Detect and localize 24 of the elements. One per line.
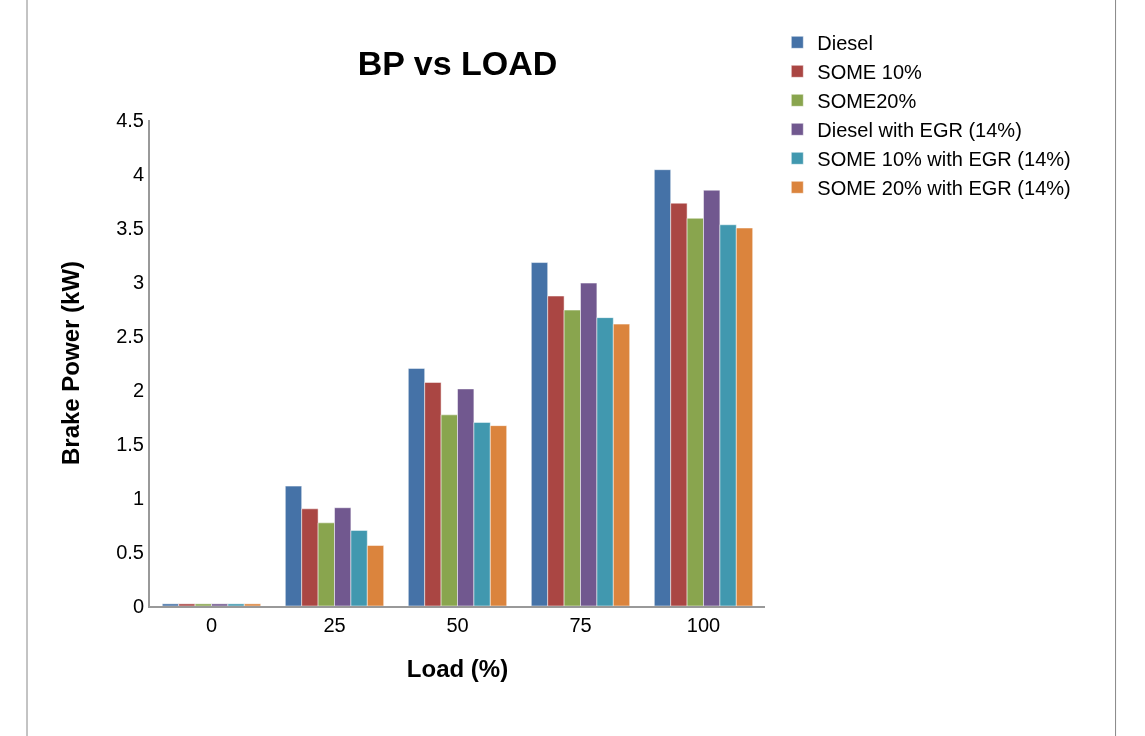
y-tick-label: 1 <box>132 487 144 509</box>
y-axis-title: Brake Power (kW) <box>56 260 84 466</box>
y-tick-label: 4.5 <box>116 109 144 131</box>
y-tick-label: 4 <box>132 163 144 185</box>
legend-label: SOME20% <box>817 90 917 113</box>
x-tick-label: 75 <box>569 614 592 636</box>
y-tick-label: 2 <box>132 379 144 401</box>
legend-label: Diesel with EGR (14%) <box>817 119 1022 142</box>
x-tick-label: 50 <box>446 614 469 636</box>
x-tick-label: 0 <box>205 614 218 636</box>
chart-title: BP vs LOAD <box>357 44 558 83</box>
y-tick-label: 1.5 <box>116 433 144 455</box>
y-tick-label: 3.5 <box>116 217 144 239</box>
y-tick-label: 3 <box>132 271 144 293</box>
legend-label: SOME 20% with EGR (14%) <box>817 177 1071 200</box>
y-tick-label: 0.5 <box>116 541 144 563</box>
x-tick-label: 100 <box>686 614 721 636</box>
legend-label: SOME 10% <box>817 61 922 84</box>
x-axis-title: Load (%) <box>406 654 509 682</box>
legend-label: Diesel <box>817 32 873 55</box>
y-tick-label: 0 <box>132 595 144 617</box>
x-tick-label: 25 <box>323 614 346 636</box>
legend-label: SOME 10% with EGR (14%) <box>817 148 1071 171</box>
y-tick-label: 2.5 <box>116 325 144 347</box>
